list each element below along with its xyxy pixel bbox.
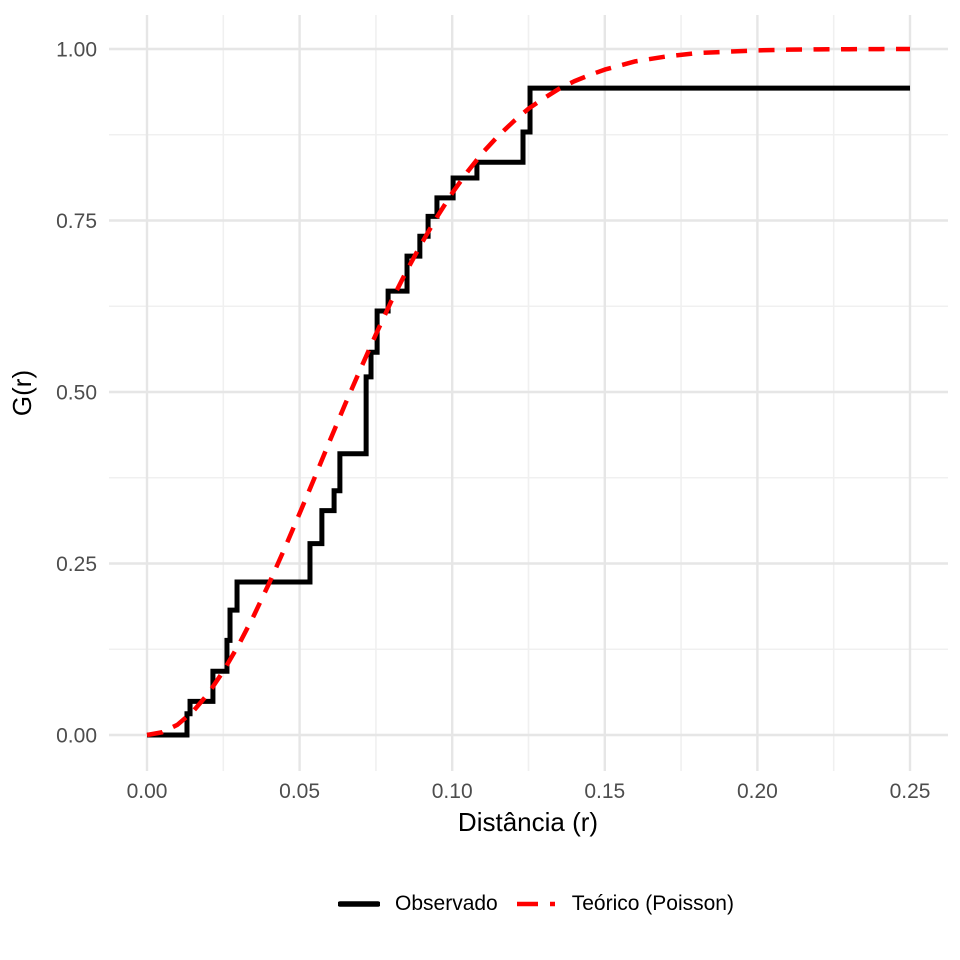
solid-line-key-icon xyxy=(338,900,381,907)
legend-item-teorico: Teórico (Poisson) xyxy=(515,893,734,914)
x-tick-label: 0.15 xyxy=(584,780,625,803)
x-tick-label: 0.10 xyxy=(432,780,473,803)
y-tick-label: 0.00 xyxy=(56,725,97,748)
observed-path xyxy=(147,85,910,738)
grid-major xyxy=(109,15,948,771)
dashed-line-key-icon xyxy=(516,901,555,906)
plot-area: 0.00 0.05 0.10 0.15 0.20 0.25 0.00 0.25 0.50 0.75… xyxy=(7,15,948,837)
axis-tick-labels: 0.00 0.05 0.10 0.15 0.20 0.25 0.00 0.25 0.50 0.75… xyxy=(56,39,930,804)
y-tick-label: 0.25 xyxy=(56,553,97,576)
theoretical-dashed-line xyxy=(146,46,911,738)
x-tick-label: 0.05 xyxy=(279,780,320,803)
legend-label-teorico: Teórico (Poisson) xyxy=(571,892,734,915)
legend-label-observado: Observado xyxy=(395,892,498,915)
theoretical-path xyxy=(146,46,911,738)
y-tick-label: 0.50 xyxy=(56,382,97,405)
observed-step-line xyxy=(147,85,910,738)
x-tick-label: 0.00 xyxy=(127,780,168,803)
legend: Observado Teórico (Poisson) xyxy=(56,893,960,914)
y-tick-label: 0.75 xyxy=(56,210,97,233)
x-tick-label: 0.25 xyxy=(890,780,931,803)
x-tick-label: 0.20 xyxy=(737,780,778,803)
x-axis-title: Distância (r) xyxy=(458,807,598,837)
legend-item-observado: Observado xyxy=(338,893,498,914)
y-axis-title: G(r) xyxy=(7,370,37,416)
y-tick-label: 1.00 xyxy=(56,39,97,62)
